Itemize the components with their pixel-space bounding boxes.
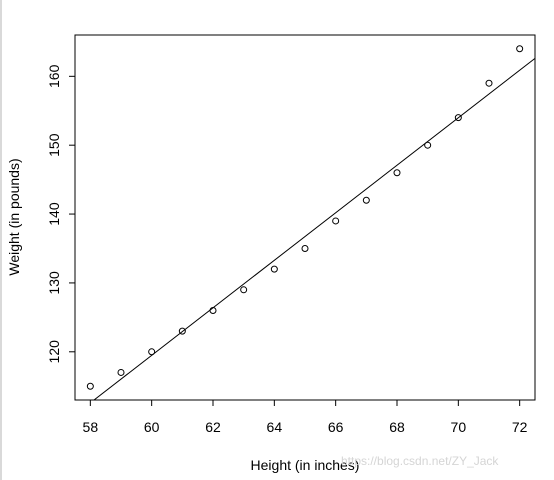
- data-point: [393, 169, 401, 177]
- x-tick-label: 66: [328, 419, 344, 435]
- data-point: [362, 196, 370, 204]
- x-axis-title: Height (in inches): [251, 457, 360, 473]
- x-tick-label: 72: [512, 419, 528, 435]
- data-point: [332, 217, 340, 225]
- x-tick-label: 58: [83, 419, 99, 435]
- plot-frame: [74, 34, 536, 401]
- data-point: [240, 286, 248, 294]
- y-tick-label: 130: [46, 271, 62, 295]
- data-point: [454, 114, 462, 122]
- left-edge-rule: [0, 0, 2, 480]
- y-tick-label: 150: [46, 133, 62, 157]
- data-point: [301, 244, 309, 252]
- data-point: [148, 348, 156, 356]
- data-point: [424, 141, 432, 149]
- x-tick-label: 60: [144, 419, 160, 435]
- data-point: [485, 79, 493, 87]
- watermark-text: https://blog.csdn.net/ZY_Jack: [341, 454, 499, 468]
- y-tick-label: 140: [46, 202, 62, 226]
- data-point: [270, 265, 278, 273]
- y-tick-label: 160: [46, 64, 62, 88]
- data-point: [209, 306, 217, 314]
- x-tick-label: 62: [205, 419, 221, 435]
- data-point: [86, 382, 94, 390]
- x-tick-label: 64: [267, 419, 283, 435]
- x-tick-label: 70: [451, 419, 467, 435]
- regression-line: [93, 57, 535, 400]
- data-point: [117, 368, 125, 376]
- x-tick-label: 68: [389, 419, 405, 435]
- y-axis-title: Weight (in pounds): [6, 158, 22, 275]
- data-point: [178, 327, 186, 335]
- y-tick-label: 120: [46, 340, 62, 364]
- data-point: [516, 45, 524, 53]
